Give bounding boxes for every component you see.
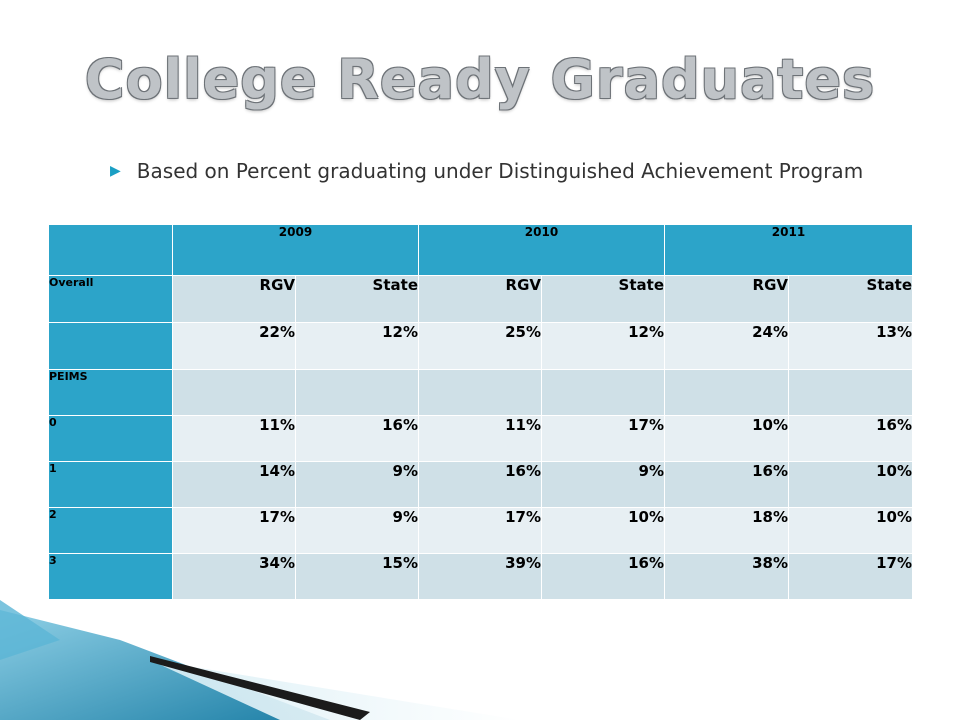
year-header: 2010: [418, 224, 665, 276]
table-cell: 39%: [418, 553, 542, 600]
table-row: 2 17% 9% 17% 10% 18% 10%: [48, 507, 913, 554]
table-row: 22% 12% 25% 12% 24% 13%: [48, 322, 913, 370]
row-label: 2: [48, 507, 173, 554]
table-cell: [418, 369, 542, 416]
column-header: State: [541, 275, 665, 323]
column-header: RGV: [172, 275, 296, 323]
table-cell: 24%: [664, 322, 789, 370]
table-cell: 17%: [172, 507, 296, 554]
table-cell: [172, 369, 296, 416]
subtitle-text: Based on Percent graduating under Distin…: [136, 159, 864, 183]
table-cell: 25%: [418, 322, 542, 370]
page-title: College Ready Graduates: [84, 48, 876, 111]
table-cell: 34%: [172, 553, 296, 600]
table-cell: 13%: [788, 322, 913, 370]
table-cell: 10%: [788, 461, 913, 508]
table-cell: 17%: [418, 507, 542, 554]
table-cell: [295, 369, 419, 416]
dark-swoosh-line: [150, 656, 370, 720]
column-header: RGV: [664, 275, 789, 323]
table-cell: 10%: [664, 415, 789, 462]
table-cell: [664, 369, 789, 416]
table-row: 1 14% 9% 16% 9% 16% 10%: [48, 461, 913, 508]
table-cell: 9%: [295, 461, 419, 508]
table-row: 3 34% 15% 39% 16% 38% 17%: [48, 553, 913, 600]
row-label: 1: [48, 461, 173, 508]
table-row: PEIMS: [48, 369, 913, 416]
table-cell: 10%: [788, 507, 913, 554]
year-header-row: 2009 2010 2011: [48, 224, 913, 276]
year-header: 2009: [172, 224, 419, 276]
row-label: [48, 322, 173, 370]
table-row: 0 11% 16% 11% 17% 10% 16%: [48, 415, 913, 462]
table-cell: 11%: [418, 415, 542, 462]
row-label: 3: [48, 553, 173, 600]
corner-cell: [48, 224, 173, 276]
table-cell: 9%: [541, 461, 665, 508]
column-header: State: [788, 275, 913, 323]
column-header: RGV: [418, 275, 542, 323]
table-cell: 15%: [295, 553, 419, 600]
column-header: State: [295, 275, 419, 323]
subtitle: ▶ Based on Percent graduating under Dist…: [110, 158, 890, 184]
table-cell: 16%: [541, 553, 665, 600]
table-cell: 10%: [541, 507, 665, 554]
table-row: Overall RGV State RGV State RGV State: [48, 275, 913, 323]
row-label: PEIMS: [48, 369, 173, 416]
table-cell: 16%: [295, 415, 419, 462]
table-cell: [541, 369, 665, 416]
row-label: 0: [48, 415, 173, 462]
table-cell: 12%: [541, 322, 665, 370]
triangle-bullet-icon: ▶: [110, 163, 121, 179]
table-cell: 9%: [295, 507, 419, 554]
year-header: 2011: [664, 224, 913, 276]
table-cell: 22%: [172, 322, 296, 370]
table-cell: 14%: [172, 461, 296, 508]
row-label: Overall: [48, 275, 173, 323]
table-cell: 17%: [541, 415, 665, 462]
table-cell: 16%: [788, 415, 913, 462]
table-cell: 38%: [664, 553, 789, 600]
table-cell: 16%: [418, 461, 542, 508]
table-cell: [788, 369, 913, 416]
data-table: 2009 2010 2011 Overall RGV State RGV Sta…: [48, 224, 913, 600]
table-cell: 16%: [664, 461, 789, 508]
table-cell: 18%: [664, 507, 789, 554]
table-cell: 17%: [788, 553, 913, 600]
table-cell: 12%: [295, 322, 419, 370]
table-cell: 11%: [172, 415, 296, 462]
